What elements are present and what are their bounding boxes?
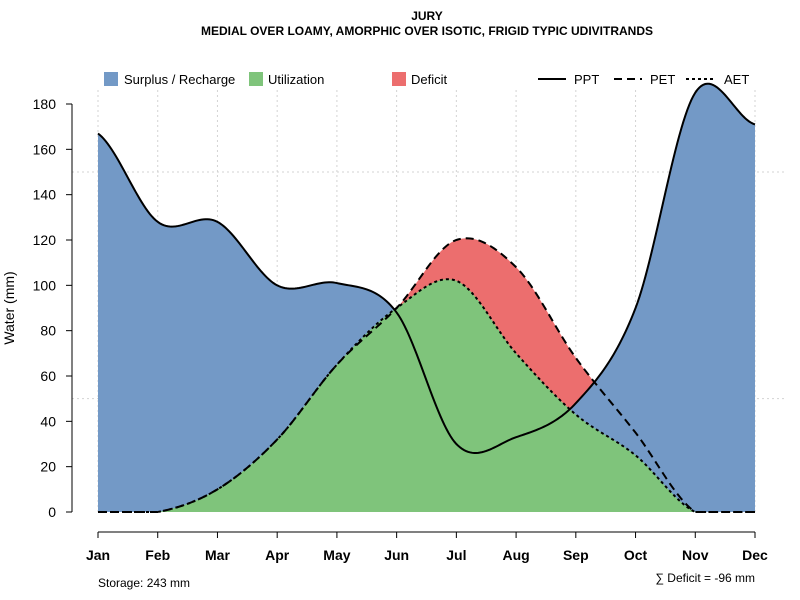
legend-swatch-deficit: [392, 72, 406, 86]
series-line-aet: [98, 278, 755, 513]
legend: Surplus / Recharge Utilization Deficit P…: [104, 72, 749, 87]
series-line-ppt: [97, 82, 756, 454]
legend-label-aet: AET: [724, 72, 749, 87]
y-tick-label: 100: [33, 277, 57, 293]
y-axis-label: Water (mm): [1, 271, 17, 344]
y-tick-label: 60: [40, 368, 56, 384]
x-tick-label: Sep: [563, 547, 589, 563]
x-tick-label: Dec: [742, 547, 768, 563]
legend-label-utilization: Utilization: [268, 72, 324, 87]
x-tick-label: May: [323, 547, 350, 563]
x-tick-label: Nov: [682, 547, 709, 563]
chart-title: JURY: [411, 9, 443, 23]
x-tick-label: Feb: [145, 547, 170, 563]
y-tick-label: 120: [33, 232, 57, 248]
utilization-area: [98, 279, 755, 512]
series-lines: [97, 82, 756, 513]
deficit-sum-label: ∑ Deficit = -96 mm: [655, 571, 755, 585]
chart-subtitle: MEDIAL OVER LOAMY, AMORPHIC OVER ISOTIC,…: [201, 24, 653, 38]
x-tick-label: Jul: [446, 547, 466, 563]
axes: 0 20 40 60 80 100 120 140 160 180 Jan Feb Mar Apr May J…: [33, 96, 768, 563]
y-tick-label: 40: [40, 413, 56, 429]
x-tick-label: Jun: [384, 547, 409, 563]
legend-label-pet: PET: [650, 72, 675, 87]
legend-label-surplus: Surplus / Recharge: [124, 72, 235, 87]
y-tick-label: 140: [33, 187, 57, 203]
x-tick-label: Apr: [265, 547, 290, 563]
x-tick-label: Jan: [86, 547, 110, 563]
legend-label-deficit: Deficit: [411, 72, 448, 87]
y-tick-label: 0: [48, 504, 56, 520]
x-tick-label: Oct: [624, 547, 648, 563]
y-tick-label: 180: [33, 96, 57, 112]
y-tick-label: 20: [40, 459, 56, 475]
x-tick-label: Mar: [205, 547, 230, 563]
series-line-pet: [98, 237, 755, 513]
legend-swatch-surplus: [104, 72, 118, 86]
x-tick-label: Aug: [502, 547, 529, 563]
area-fills: [98, 83, 755, 513]
surplus-area: [98, 83, 755, 513]
storage-label: Storage: 243 mm: [98, 576, 190, 590]
y-tick-label: 160: [33, 141, 57, 157]
legend-label-ppt: PPT: [574, 72, 599, 87]
legend-swatch-utilization: [249, 72, 263, 86]
y-tick-label: 80: [40, 323, 56, 339]
